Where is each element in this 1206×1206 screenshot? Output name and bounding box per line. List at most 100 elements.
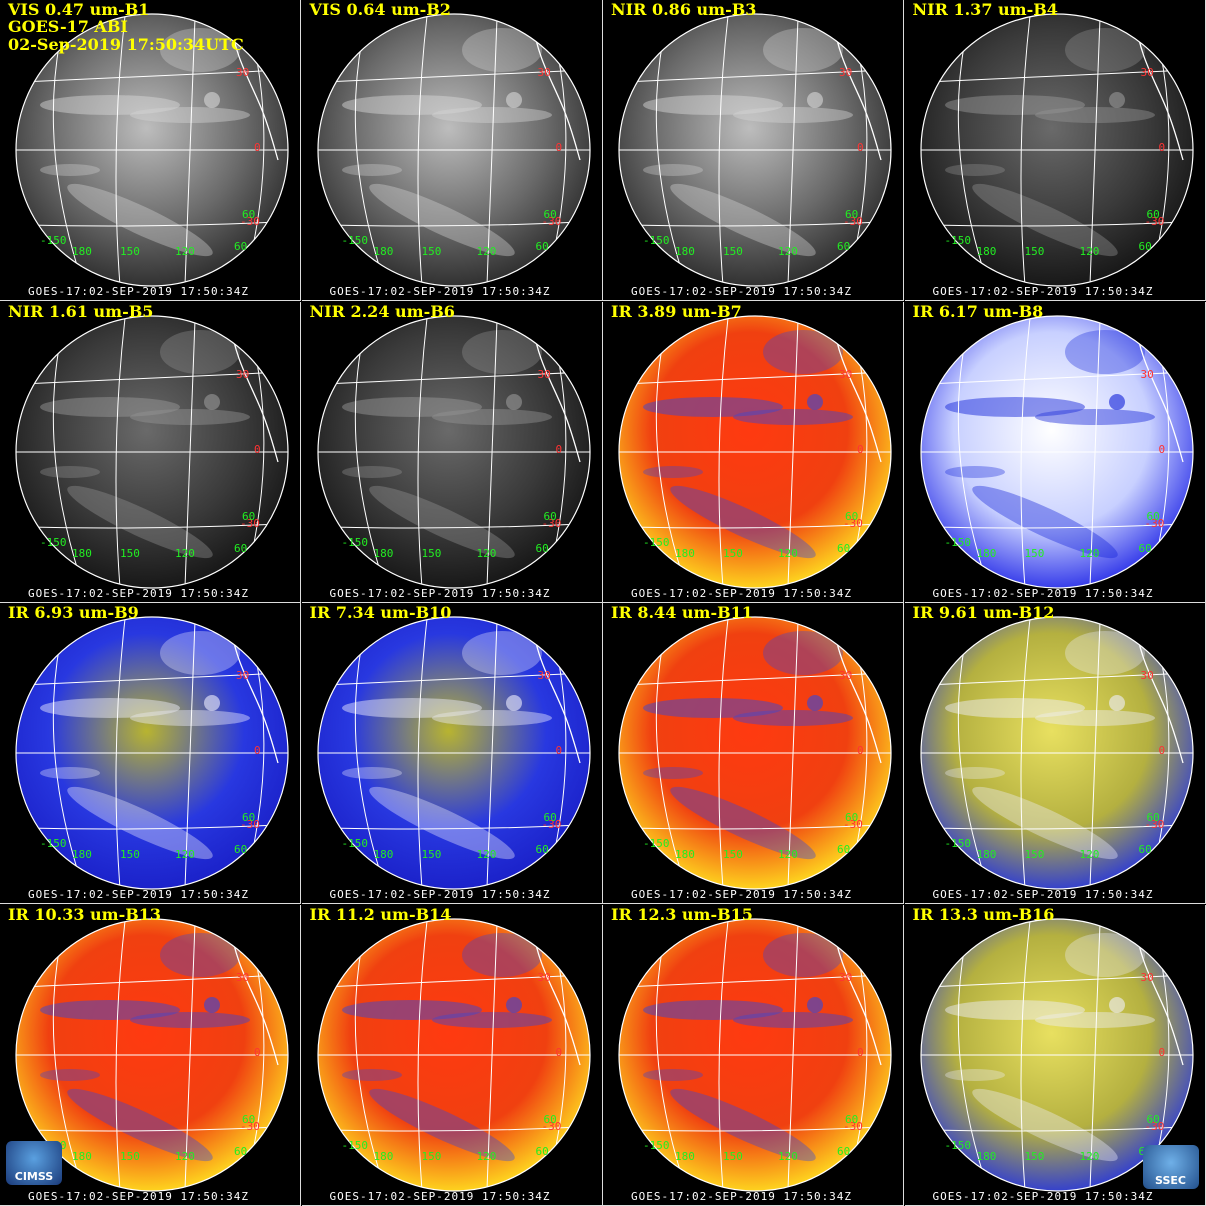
longitude-label: 60 <box>535 240 549 253</box>
globe-image <box>316 314 591 589</box>
longitude-label: 150 <box>120 546 140 560</box>
cimss-logo-text: CIMSS <box>14 1169 54 1183</box>
band-title: IR 12.3 um-B15 <box>611 904 753 924</box>
band-title: IR 6.93 um-B9 <box>8 603 139 622</box>
latitude-label: -30 <box>1144 818 1165 831</box>
longitude-label: 60 <box>1146 811 1160 824</box>
latitude-label: 0 <box>1158 744 1166 757</box>
longitude-label: 150 <box>421 245 442 258</box>
longitude-label: 60 <box>234 240 248 253</box>
latitude-label: 30 <box>236 367 250 381</box>
longitude-label: -150 <box>944 1138 972 1152</box>
cimss-logo: CIMSS <box>6 1140 62 1185</box>
longitude-label: 60 <box>242 509 256 523</box>
longitude-label: 60 <box>234 541 248 555</box>
timestamp-label: GOES-17:02-SEP-2019 17:50:34Z <box>631 1189 853 1203</box>
longitude-label: 180 <box>373 848 394 861</box>
longitude-label: -150 <box>341 1138 369 1152</box>
latitude-label: -30 <box>240 1119 260 1133</box>
band-panel: IR 3.89 um-B7 30 0 -30 -150 180 150 120 60 60 GOES… <box>603 301 904 603</box>
longitude-label: 180 <box>976 245 997 258</box>
longitude-label: 180 <box>72 245 92 258</box>
longitude-label: 60 <box>845 208 859 221</box>
longitude-label: 60 <box>535 843 549 856</box>
band-panel: NIR 1.61 um-B5 30 0 -30 -150 180 150 120 60 60 GOE… <box>0 301 301 603</box>
latitude-label: 30 <box>1140 367 1154 381</box>
globe-image <box>15 917 289 1192</box>
longitude-label: 60 <box>845 811 859 824</box>
longitude-label: 60 <box>543 1112 557 1126</box>
longitude-label: 60 <box>1138 240 1152 253</box>
longitude-label: 60 <box>1146 509 1160 523</box>
band-panel: VIS 0.64 um-B2 30 0 -30 -150 180 150 120 60 60 GOE… <box>301 0 603 301</box>
ssec-logo-text: SSEC <box>1155 1173 1186 1187</box>
band-panel: IR 11.2 um-B14 30 0 -30 -150 180 150 120 60 60 GOE… <box>301 904 603 1206</box>
longitude-label: 180 <box>675 1149 695 1163</box>
timestamp-label: GOES-17:02-SEP-2019 17:50:34Z <box>28 888 250 901</box>
longitude-label: -150 <box>643 837 670 850</box>
timestamp-label: GOES-17:02-SEP-2019 17:50:34Z <box>28 586 250 600</box>
timestamp-label: GOES-17:02-SEP-2019 17:50:34Z <box>631 586 853 600</box>
latitude-label: 0 <box>254 1045 261 1059</box>
latitude-label: 30 <box>839 669 853 682</box>
globe-image <box>919 314 1194 589</box>
longitude-label: -150 <box>341 837 369 850</box>
longitude-label: 60 <box>535 541 549 555</box>
latitude-label: 30 <box>839 970 853 984</box>
longitude-label: 120 <box>175 848 195 861</box>
longitude-label: -150 <box>944 837 972 850</box>
longitude-label: 180 <box>675 848 695 861</box>
longitude-label: -150 <box>643 535 670 549</box>
longitude-label: 180 <box>373 245 394 258</box>
band-panel: IR 12.3 um-B15 30 0 -30 -150 180 150 120 60 60 GOE… <box>603 904 904 1206</box>
globe-image <box>316 13 591 287</box>
latitude-label: 30 <box>236 66 250 79</box>
latitude-label: 30 <box>537 669 551 682</box>
latitude-label: 30 <box>1140 669 1154 682</box>
longitude-label: 150 <box>120 848 140 861</box>
longitude-label: 120 <box>476 1149 497 1163</box>
longitude-label: 180 <box>373 1149 394 1163</box>
globe-image <box>919 917 1194 1192</box>
longitude-label: 180 <box>675 245 695 258</box>
longitude-label: 180 <box>976 546 997 560</box>
longitude-label: 150 <box>723 848 743 861</box>
latitude-label: -30 <box>843 1119 863 1133</box>
longitude-label: 60 <box>837 541 851 555</box>
latitude-label: -30 <box>843 818 863 831</box>
longitude-label: -150 <box>944 535 972 549</box>
latitude-label: -30 <box>843 215 863 228</box>
longitude-label: 150 <box>1024 1149 1045 1163</box>
latitude-label: 0 <box>555 141 563 154</box>
longitude-label: 60 <box>845 1112 859 1126</box>
latitude-label: -30 <box>843 516 863 530</box>
globe-image <box>15 616 289 890</box>
longitude-label: 180 <box>72 546 92 560</box>
band-panel: IR 8.44 um-B11 30 0 -30 -150 180 150 120 60 60 GOE… <box>603 603 904 904</box>
longitude-label: 60 <box>845 509 859 523</box>
band-panel: IR 9.61 um-B12 30 0 -30 -150 180 150 120 60 60 GOE… <box>904 603 1206 904</box>
globe-image <box>618 13 892 287</box>
timestamp-label: GOES-17:02-SEP-2019 17:50:34Z <box>631 285 853 298</box>
band-title: IR 3.89 um-B7 <box>611 301 742 321</box>
latitude-label: 30 <box>236 970 250 984</box>
latitude-label: 0 <box>857 1045 864 1059</box>
globe-image <box>618 917 892 1192</box>
longitude-label: 120 <box>1079 848 1100 861</box>
longitude-label: 180 <box>675 546 695 560</box>
longitude-label: 60 <box>535 1144 549 1158</box>
globe-image <box>316 917 591 1192</box>
longitude-label: 150 <box>723 245 743 258</box>
longitude-label: 180 <box>976 1149 997 1163</box>
latitude-label: 30 <box>537 66 551 79</box>
longitude-label: 60 <box>242 811 256 824</box>
globe-image <box>15 314 289 589</box>
longitude-label: 120 <box>476 245 497 258</box>
band-panel: NIR 2.24 um-B6 30 0 -30 -150 180 150 120 60 60 GOE… <box>301 301 603 603</box>
band-title: IR 8.44 um-B11 <box>611 603 753 622</box>
longitude-label: 150 <box>120 1149 140 1163</box>
longitude-label: 60 <box>1146 208 1160 221</box>
latitude-label: 0 <box>1158 141 1166 154</box>
longitude-label: -150 <box>341 234 369 247</box>
longitude-label: 180 <box>72 848 92 861</box>
